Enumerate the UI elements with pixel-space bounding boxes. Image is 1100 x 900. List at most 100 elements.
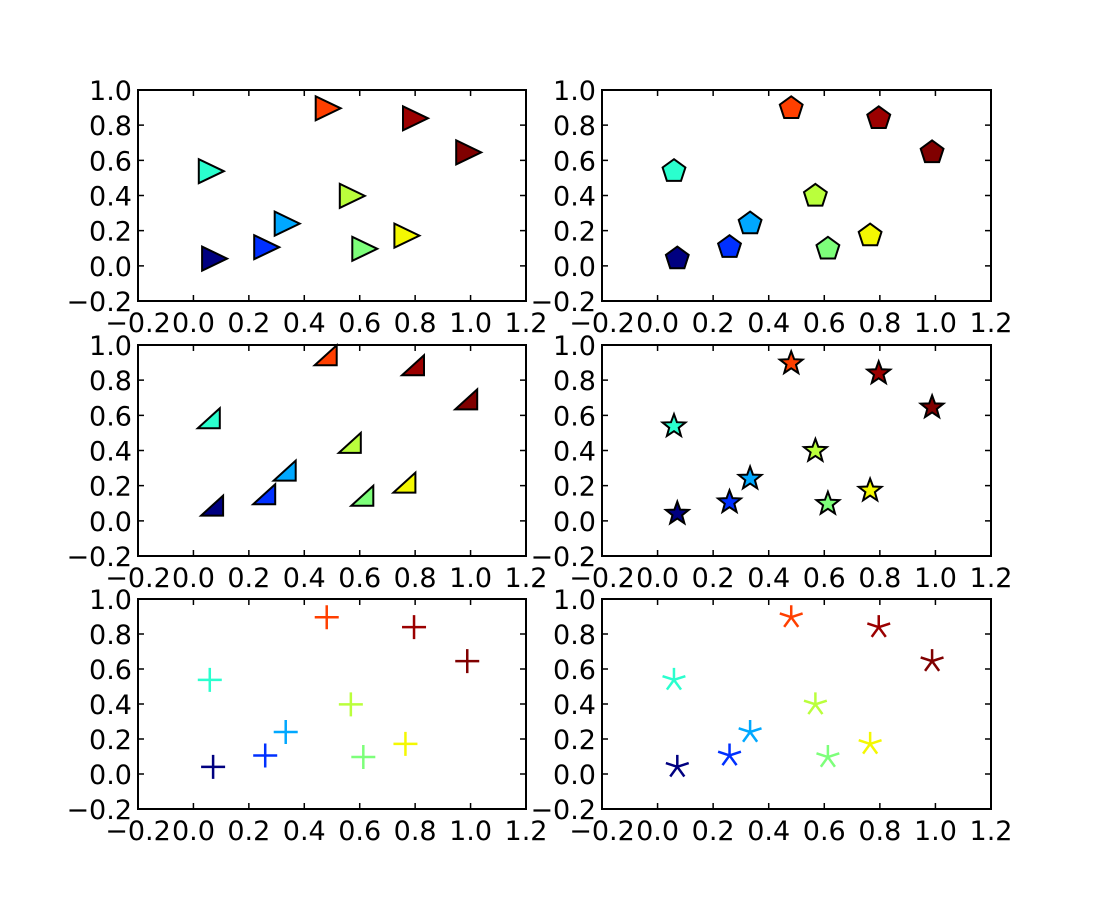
x-tick-label: 0.4 bbox=[747, 308, 790, 339]
y-tick-label: 0.8 bbox=[89, 366, 132, 397]
x-tick-label: 1.0 bbox=[914, 308, 957, 339]
data-point bbox=[348, 483, 375, 507]
x-tick-label: 0.6 bbox=[338, 816, 381, 847]
data-point bbox=[314, 605, 339, 630]
y-tick-label: 0.2 bbox=[89, 472, 132, 503]
x-tick-label: 0.8 bbox=[858, 563, 901, 594]
data-point bbox=[717, 743, 742, 766]
x-tick-label: 0.2 bbox=[227, 563, 270, 594]
y-tick-label: −0.2 bbox=[66, 795, 132, 826]
x-tick-label: 0.8 bbox=[858, 308, 901, 339]
y-tick-label: 0.6 bbox=[89, 655, 132, 686]
y-tick-label: 0.8 bbox=[553, 366, 596, 397]
axes-frame bbox=[601, 598, 992, 810]
x-tick-label: 0.6 bbox=[803, 563, 846, 594]
y-tick-label: 1.0 bbox=[89, 76, 132, 107]
data-point bbox=[399, 353, 425, 377]
y-tick-label: 0.2 bbox=[89, 725, 132, 756]
x-tick-label: −0.2 bbox=[105, 308, 171, 339]
data-point bbox=[664, 245, 690, 270]
y-tick-label: 0.4 bbox=[553, 437, 596, 468]
axes-frame bbox=[601, 89, 992, 302]
x-tick-label: 0.4 bbox=[283, 308, 326, 339]
y-tick-label: 0.4 bbox=[89, 690, 132, 721]
y-tick-label: 1.0 bbox=[553, 76, 596, 107]
axes-frame bbox=[137, 344, 527, 557]
x-tick-label: 1.2 bbox=[505, 563, 548, 594]
data-point bbox=[738, 720, 762, 743]
x-tick-label: 1.2 bbox=[970, 308, 1013, 339]
x-tick-label: 0.8 bbox=[858, 816, 901, 847]
data-point bbox=[402, 615, 427, 640]
data-point bbox=[665, 754, 690, 778]
y-tick-label: 0.4 bbox=[89, 437, 132, 468]
x-tick-label: 0.2 bbox=[227, 816, 270, 847]
data-point bbox=[351, 745, 376, 770]
y-tick-label: 0.8 bbox=[89, 111, 132, 142]
data-point bbox=[273, 720, 298, 744]
x-tick-label: 1.2 bbox=[970, 563, 1013, 594]
y-tick-label: −0.2 bbox=[66, 542, 132, 573]
data-point bbox=[201, 245, 230, 273]
x-tick-label: 0.4 bbox=[747, 816, 790, 847]
data-point bbox=[271, 458, 297, 482]
data-point bbox=[866, 615, 891, 638]
data-point bbox=[815, 235, 841, 260]
data-point bbox=[659, 411, 689, 439]
data-point bbox=[716, 233, 743, 258]
x-tick-label: 1.0 bbox=[449, 563, 492, 594]
x-tick-label: 1.0 bbox=[449, 816, 492, 847]
axes-frame bbox=[601, 344, 992, 557]
data-point bbox=[801, 435, 830, 463]
data-point bbox=[455, 138, 484, 166]
data-point bbox=[273, 210, 303, 238]
x-tick-label: 0.6 bbox=[803, 816, 846, 847]
y-tick-label: 0.6 bbox=[89, 146, 132, 177]
subplot-1: −0.2 0.0 0.2 0.4 0.6 0.8 1.0 1.2−0.20.00.20.40.… bbox=[66, 76, 547, 339]
x-tick-label: 0.0 bbox=[172, 816, 215, 847]
x-tick-label: 1.0 bbox=[914, 563, 957, 594]
data-point bbox=[737, 210, 763, 235]
x-tick-label: 1.0 bbox=[914, 816, 957, 847]
data-point bbox=[779, 605, 804, 628]
y-tick-label: 0.8 bbox=[89, 620, 132, 651]
axes-frame bbox=[137, 89, 527, 302]
data-point bbox=[920, 649, 944, 672]
data-point bbox=[917, 392, 947, 420]
data-point bbox=[393, 731, 418, 756]
x-tick-label: 0.4 bbox=[747, 563, 790, 594]
x-tick-label: 0.0 bbox=[636, 816, 679, 847]
data-point bbox=[197, 157, 227, 185]
x-tick-label: −0.2 bbox=[569, 816, 635, 847]
y-tick-label: 0.0 bbox=[553, 252, 596, 283]
data-point bbox=[338, 182, 368, 210]
x-tick-label: −0.2 bbox=[569, 308, 635, 339]
x-tick-label: 1.2 bbox=[505, 816, 548, 847]
subplot-4: −0.2 0.0 0.2 0.4 0.6 0.8 1.0 1.2−0.20.00.20.40.… bbox=[530, 331, 1012, 594]
data-point bbox=[802, 182, 828, 207]
data-point bbox=[662, 667, 686, 691]
y-tick-label: 0.4 bbox=[553, 182, 596, 213]
subplot-3: −0.2 0.0 0.2 0.4 0.6 0.8 1.0 1.2−0.20.00.20.40.… bbox=[66, 331, 547, 594]
x-tick-label: −0.2 bbox=[105, 563, 171, 594]
data-point bbox=[314, 94, 344, 122]
data-point bbox=[351, 235, 380, 263]
data-point bbox=[452, 387, 479, 411]
subplot-2: −0.2 0.0 0.2 0.4 0.6 0.8 1.0 1.2−0.20.00.20.40.… bbox=[530, 76, 1012, 339]
x-tick-label: 1.2 bbox=[505, 308, 548, 339]
data-point bbox=[777, 348, 806, 376]
y-tick-label: 0.6 bbox=[553, 146, 596, 177]
data-point bbox=[201, 754, 226, 779]
data-point bbox=[198, 493, 225, 517]
y-tick-label: −0.2 bbox=[530, 795, 596, 826]
y-tick-label: −0.2 bbox=[530, 542, 596, 573]
data-point bbox=[857, 222, 883, 247]
axes-frame bbox=[137, 598, 527, 810]
data-point bbox=[197, 667, 222, 692]
x-tick-label: 1.0 bbox=[449, 308, 492, 339]
data-point bbox=[663, 498, 692, 526]
subplot-6: −0.2 0.0 0.2 0.4 0.6 0.8 1.0 1.2−0.20.00.20.40.… bbox=[530, 585, 1012, 847]
y-tick-label: 0.4 bbox=[89, 182, 132, 213]
data-point bbox=[253, 743, 278, 768]
x-tick-label: 0.6 bbox=[338, 308, 381, 339]
